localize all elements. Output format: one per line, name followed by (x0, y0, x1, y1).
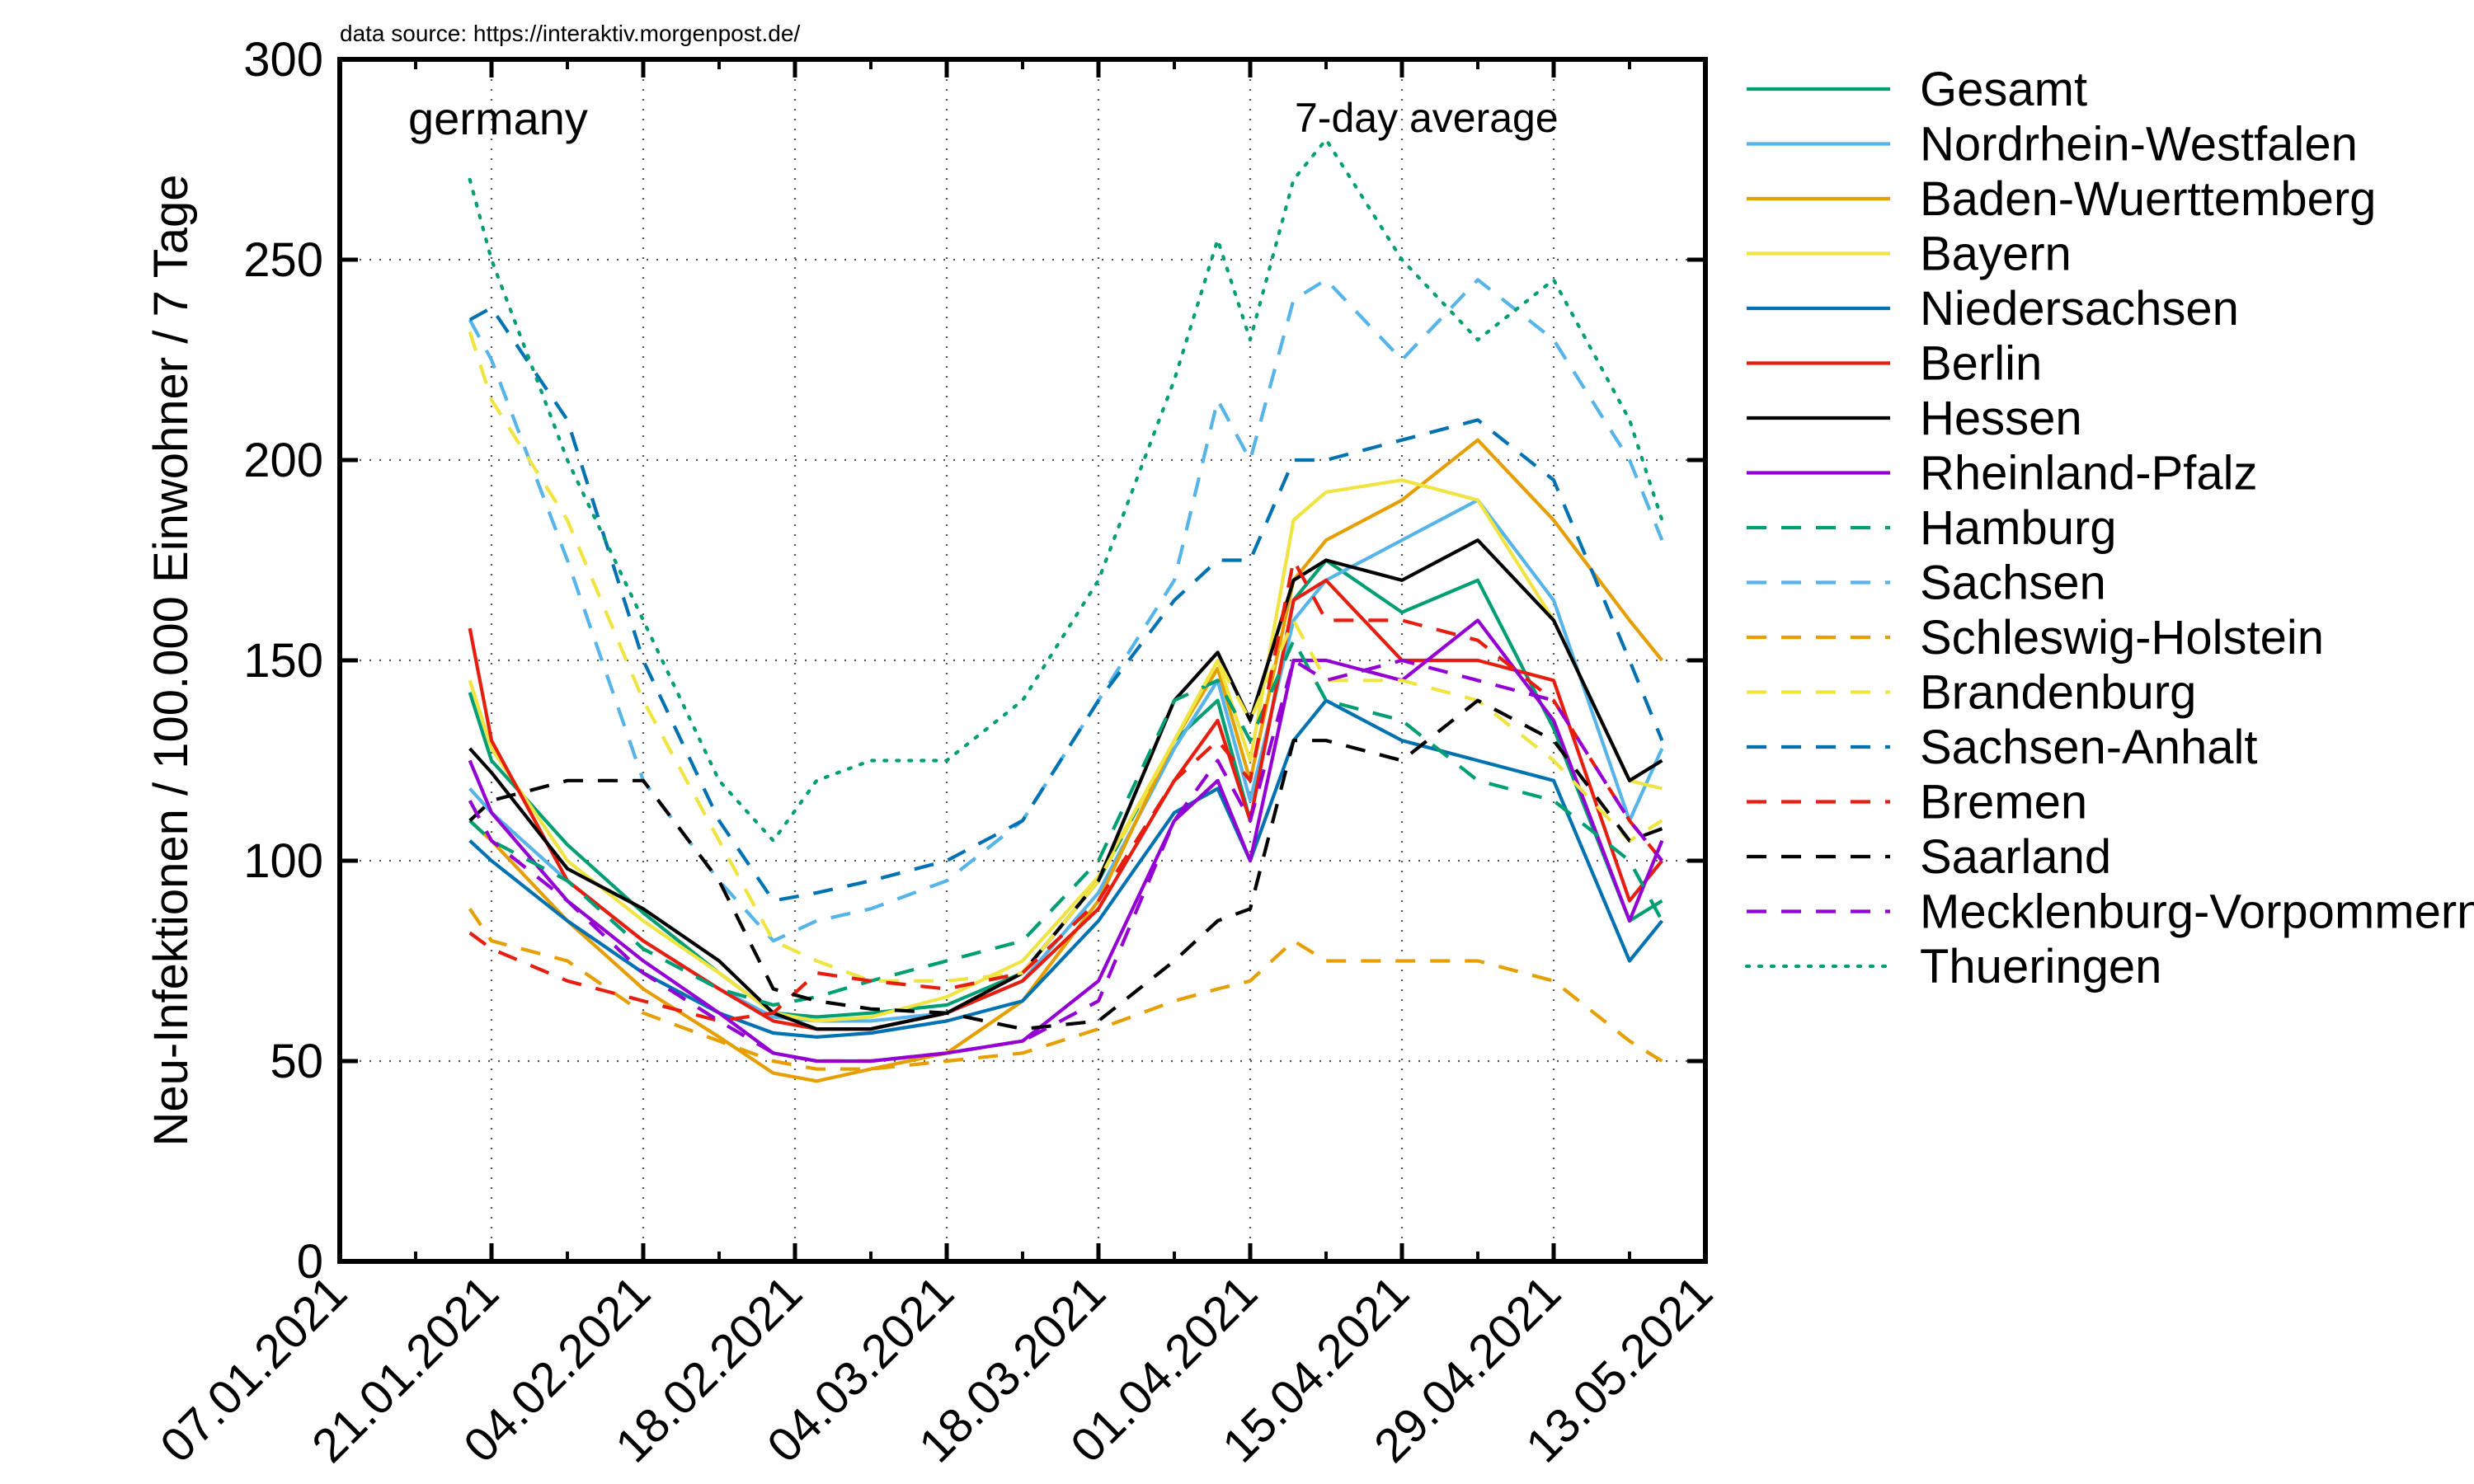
legend-label: Saarland (1920, 830, 2111, 884)
series-line (468, 578, 1664, 1031)
y-tick-label: 300 (243, 33, 323, 87)
average-label: 7-day average (1295, 95, 1559, 141)
legend-label: Bremen (1920, 776, 2087, 829)
legend-label: Baden-Wuerttemberg (1920, 172, 2376, 226)
legend-label: Mecklenburg-Vorpommern (1920, 885, 2474, 939)
y-tick-label: 250 (243, 233, 323, 287)
legend-label: Hamburg (1920, 501, 2117, 555)
legend-label: Rheinland-Pfalz (1920, 447, 2257, 500)
y-tick-label: 0 (297, 1235, 323, 1289)
y-tick-label: 200 (243, 434, 323, 487)
legend-label: Thueringen (1920, 940, 2161, 993)
series-line (468, 558, 1664, 1023)
y-tick-label: 150 (243, 634, 323, 688)
series-line (468, 698, 1664, 1039)
region-label: germany (408, 92, 588, 144)
series-line (468, 618, 1664, 1064)
legend-label: Niedersachsen (1920, 282, 2239, 336)
series-line (468, 306, 1664, 903)
legend-label: Gesamt (1920, 63, 2087, 116)
legend-label: Sachsen-Anhalt (1920, 721, 2257, 774)
series-lines (468, 138, 1664, 1083)
legend-label: Berlin (1920, 337, 2042, 391)
y-tick-labels: 0 50 100 150 200 250 300 (243, 33, 323, 1289)
y-tick-label: 100 (243, 834, 323, 888)
legend-label: Sachsen (1920, 556, 2106, 610)
series-line (468, 138, 1664, 843)
series-line (468, 658, 1664, 1064)
axis-ticks (337, 57, 1708, 1264)
legend-label: Hessen (1920, 392, 2082, 445)
series-line (468, 638, 1664, 1007)
y-tick-label: 50 (270, 1035, 323, 1088)
legend-label: Bayern (1920, 228, 2072, 281)
series-line (468, 698, 1663, 1031)
data-source-note: data source: https://interaktiv.morgenpo… (340, 21, 800, 46)
legend-label: Brandenburg (1920, 666, 2196, 720)
legend: GesamtNordrhein-WestfalenBaden-Wuerttemb… (1744, 63, 2474, 993)
series-line (468, 538, 1663, 1031)
legend-label: Nordrhein-Westfalen (1920, 118, 2358, 171)
series-line (468, 331, 1663, 983)
y-axis-label: Neu-Infektionen / 100.000 Einwohner / 7 … (144, 174, 198, 1146)
legend-label: Schleswig-Holstein (1920, 611, 2324, 665)
